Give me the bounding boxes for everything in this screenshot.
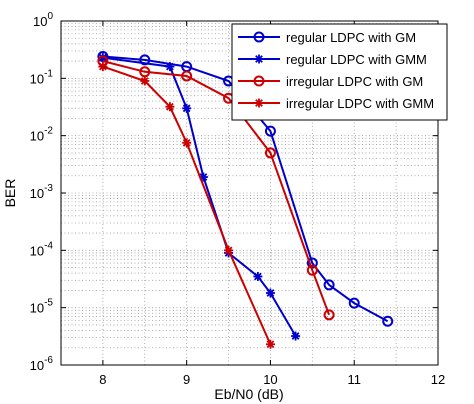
data-point [165,102,175,112]
y-axis-label: BER [2,179,18,208]
x-tick-label: 10 [263,372,277,387]
data-point [382,315,394,327]
y-tick-label: 10-4 [30,240,54,258]
data-point [253,271,263,281]
legend-marker [254,98,264,108]
series-line [102,60,331,316]
y-tick-label: 10-2 [30,126,54,144]
data-point [348,297,360,309]
data-point [323,309,335,321]
x-tick-label: 8 [99,372,106,387]
data-point [181,70,193,82]
data-point [182,103,192,113]
data-point [98,62,108,72]
x-tick-label: 11 [347,372,361,387]
legend-label: irregular LDPC with GM [286,74,423,89]
y-tick-label: 10-5 [30,298,54,316]
y-tick-label: 10-3 [30,183,54,201]
data-point [264,125,276,137]
series-3 [97,55,335,321]
data-point [224,245,234,255]
data-point [264,147,276,159]
data-point [265,288,275,298]
data-point [139,66,151,78]
legend-marker [253,31,265,43]
x-tick-labels: 8 9 10 11 12 [99,372,445,387]
series-line [102,65,272,345]
legend: regular LDPC with GM regular LDPC with GM… [231,23,448,121]
y-tick-labels: 100 10-1 10-2 10-3 10-4 10-5 10-6 [30,11,54,373]
x-tick-label: 12 [431,372,445,387]
legend-marker [254,54,264,64]
y-tick-label: 100 [33,11,53,29]
data-point [139,54,151,66]
series-4 [98,62,275,349]
grid [61,21,438,365]
data-point [165,62,175,72]
x-axis-label: Eb/N0 (dB) [214,386,283,402]
y-tick-label: 10-6 [30,355,54,373]
data-point [291,331,301,341]
legend-entry-3: irregular LDPC with GM [238,74,423,89]
data-point [140,76,150,86]
legend-marker [253,75,265,87]
y-tick-label: 10-1 [30,68,54,86]
legend-label: regular LDPC with GMM [286,52,427,67]
data-point [182,138,192,148]
data-point [306,264,318,276]
series-line [102,55,389,323]
x-tick-label: 9 [183,372,190,387]
legend-entry-1: regular LDPC with GM [238,30,416,45]
data-point [265,339,275,349]
series-layer [97,51,394,349]
data-point [323,279,335,291]
legend-label: regular LDPC with GM [286,30,416,45]
legend-entry-4: irregular LDPC with GMM [238,96,434,111]
legend-entry-2: regular LDPC with GMM [238,52,427,67]
legend-label: irregular LDPC with GMM [286,96,434,111]
